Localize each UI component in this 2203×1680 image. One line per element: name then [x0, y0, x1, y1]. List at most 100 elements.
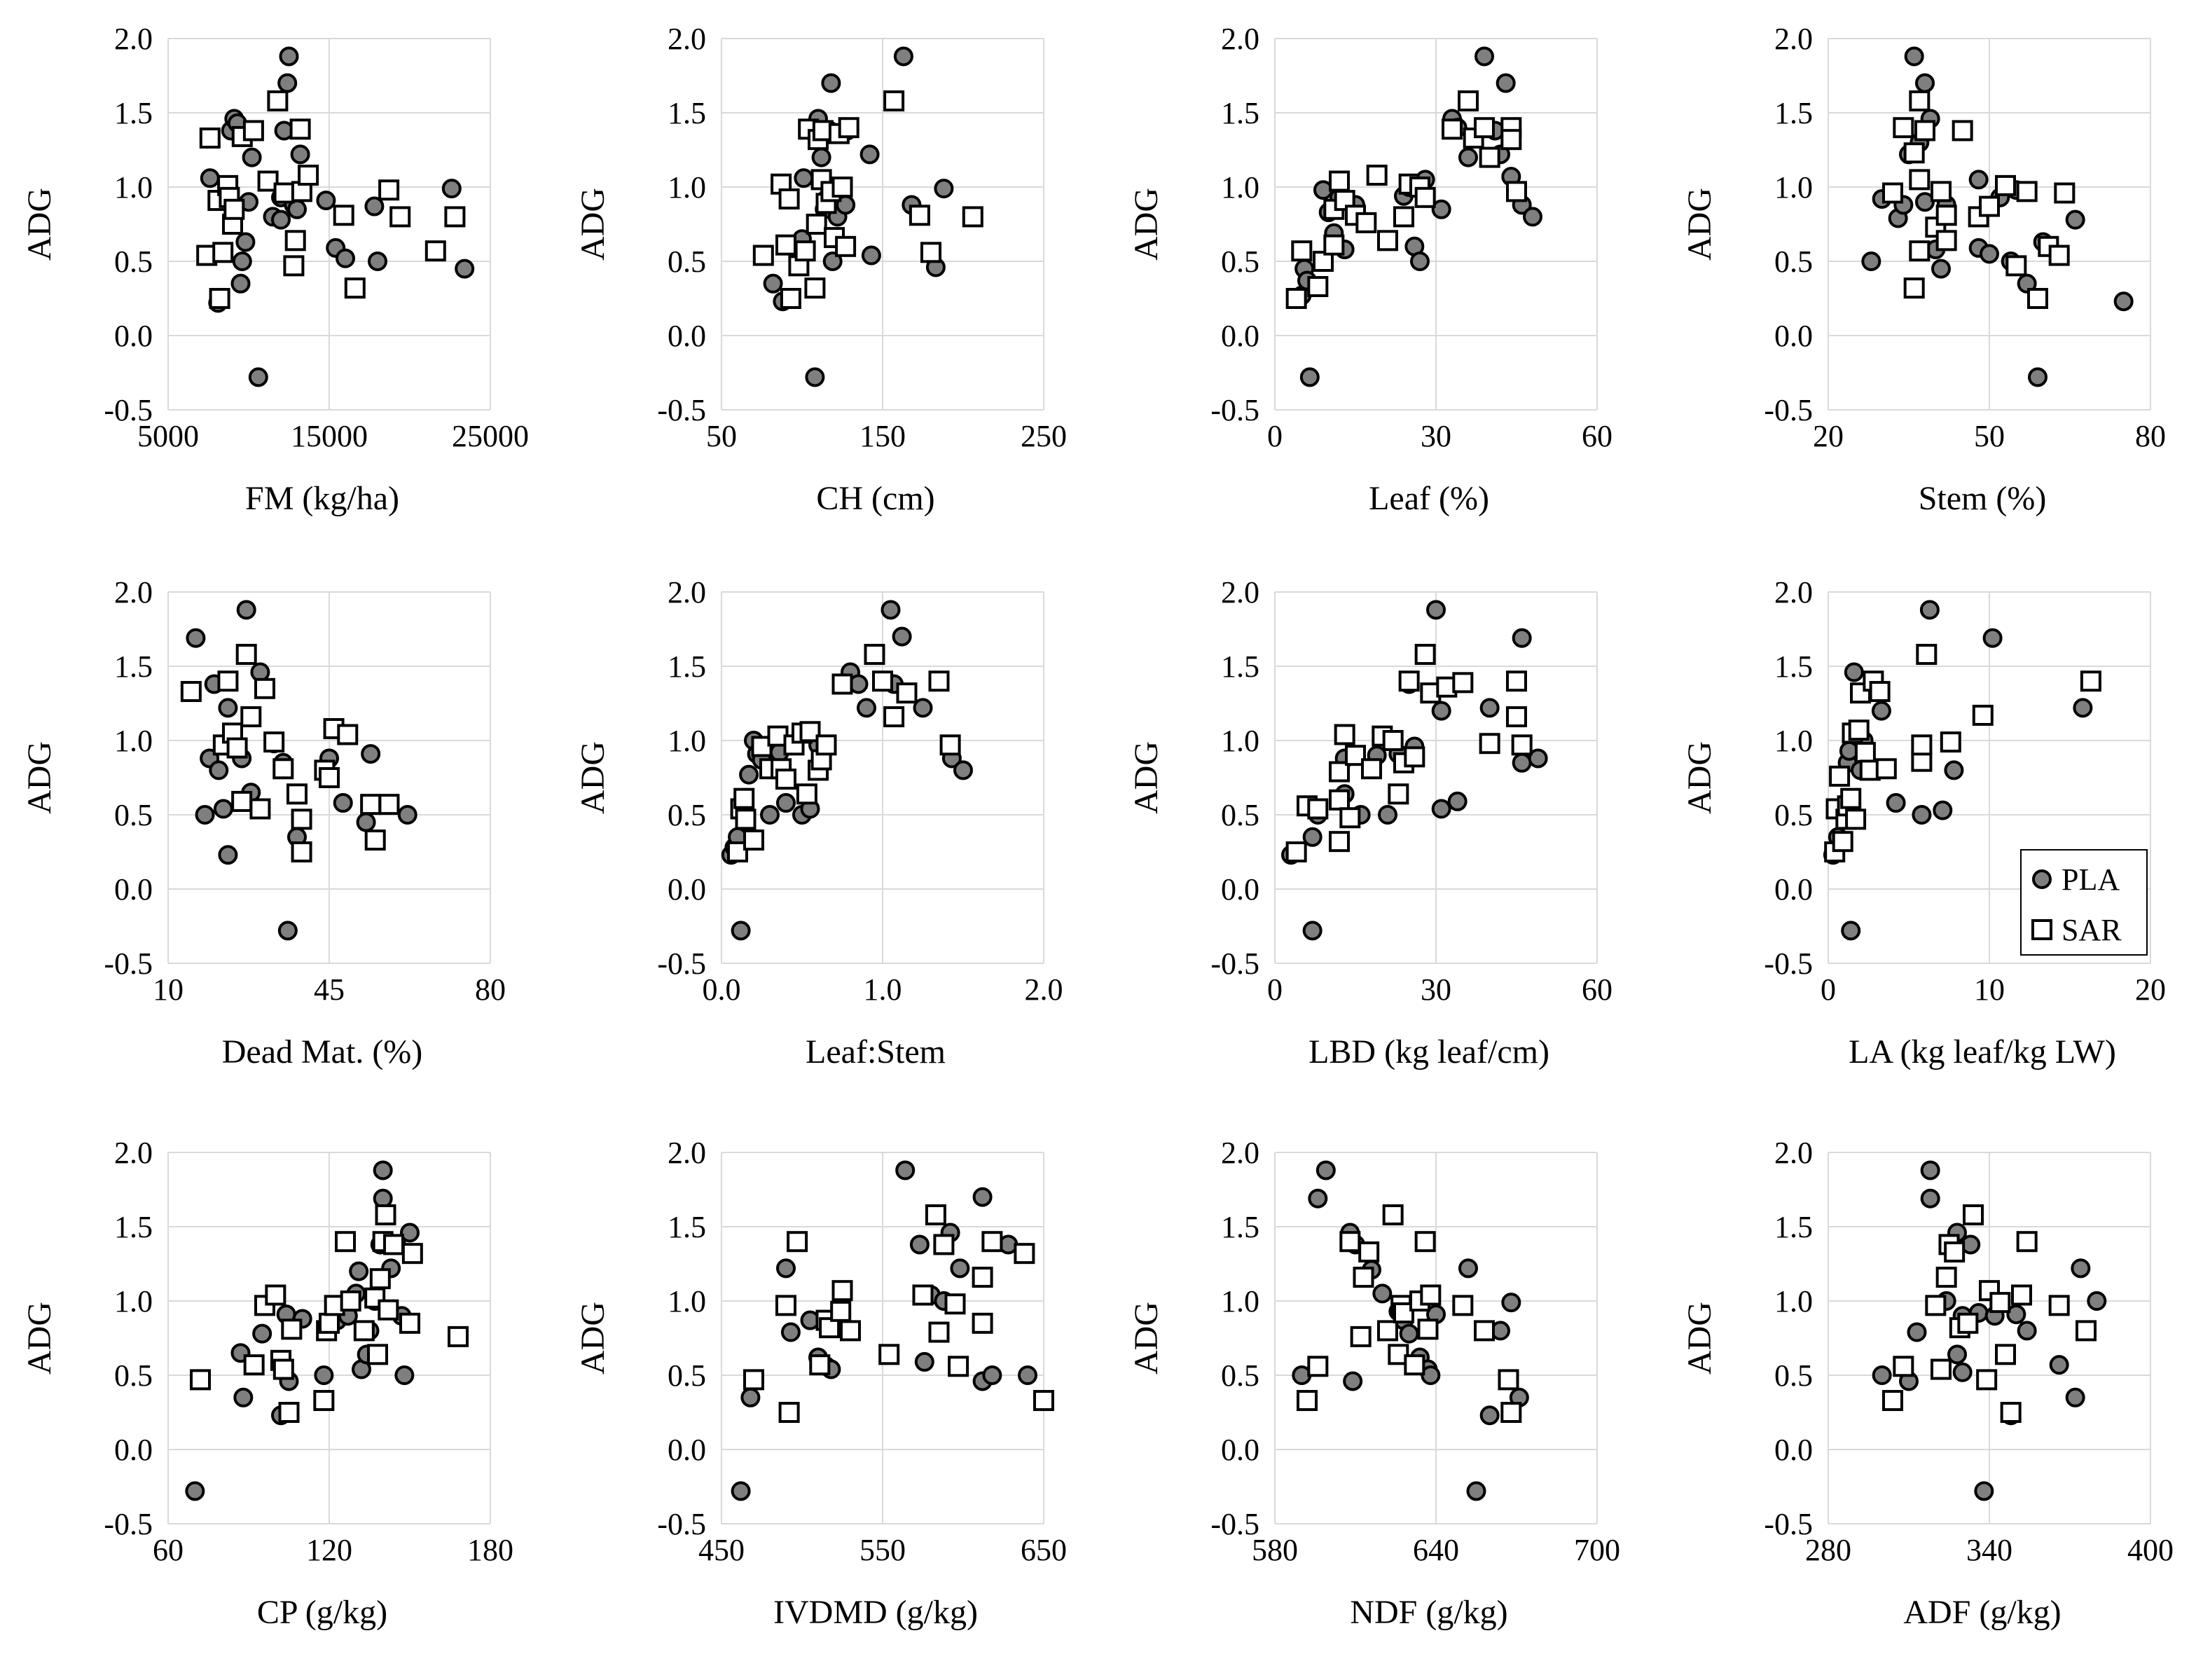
point-sar	[1957, 1312, 1979, 1334]
point-sar	[2080, 670, 2101, 692]
point-sar	[369, 1268, 391, 1290]
y-axis-title: ADG	[574, 1302, 612, 1375]
point-sar	[235, 644, 257, 666]
point-sar	[733, 787, 755, 809]
y-tick-label: 0.5	[114, 1358, 153, 1393]
x-tick-label: 700	[1574, 1533, 1620, 1567]
panel-9: -0.5 0.0 0.5 1.0 1.5 2.0 60 120 180 ADG CP (g/kg)	[21, 1136, 513, 1631]
point-sar	[1307, 1356, 1329, 1377]
point-sar	[878, 1344, 900, 1365]
point-sar	[1033, 1390, 1054, 1412]
point-pla	[950, 1258, 970, 1279]
point-sar	[242, 120, 264, 142]
point-pla	[1933, 800, 1953, 820]
point-sar	[1931, 1358, 1952, 1380]
point-sar	[830, 1300, 852, 1322]
point-sar	[2016, 1231, 2038, 1253]
legend-label: PLA	[2062, 862, 2120, 897]
y-tick-label: -0.5	[1210, 393, 1259, 427]
y-tick-label: 2.0	[668, 1136, 706, 1170]
y-axis-title: ADG	[21, 188, 58, 261]
point-sar	[743, 1369, 764, 1391]
x-axis-title: Stem (%)	[1919, 480, 2047, 517]
x-tick-label: 0	[1267, 419, 1283, 453]
point-sar	[780, 288, 801, 309]
panel-11: -0.5 0.0 0.5 1.0 1.5 2.0 580 640 700 ADG NDF (g/kg…	[1128, 1136, 1620, 1631]
point-sar	[778, 188, 800, 209]
point-sar	[375, 1204, 396, 1226]
point-sar	[1940, 731, 1961, 753]
point-sar	[835, 235, 857, 257]
point-sar	[1329, 170, 1350, 192]
point-sar	[796, 783, 817, 805]
y-tick-label: 0.5	[668, 798, 706, 832]
point-sar	[286, 783, 308, 805]
point-sar	[1882, 182, 1903, 204]
point-sar	[344, 277, 366, 299]
point-pla	[185, 1481, 205, 1501]
point-sar	[1500, 129, 1522, 151]
point-pla	[368, 252, 387, 271]
y-tick-label: 1.5	[1774, 96, 1813, 130]
x-tick-label: 550	[859, 1533, 906, 1567]
y-tick-label: 2.0	[1774, 22, 1813, 56]
point-pla	[209, 760, 229, 780]
point-sar	[1944, 1241, 1966, 1263]
y-tick-label: 0.5	[1221, 245, 1259, 279]
point-sar	[1848, 719, 1870, 741]
point-sar	[928, 1321, 950, 1343]
point-pla	[780, 1322, 801, 1342]
point-sar	[272, 1358, 294, 1380]
point-pla	[195, 805, 215, 825]
point-sar	[831, 1280, 853, 1302]
point-pla	[279, 46, 299, 67]
y-tick-label: 1.0	[1221, 724, 1259, 758]
point-pla	[271, 209, 291, 230]
point-pla	[1907, 1322, 1927, 1342]
y-axis-title: ADG	[1681, 741, 1718, 814]
point-sar	[2054, 182, 2076, 204]
point-sar	[1909, 240, 1931, 262]
point-sar	[1307, 276, 1329, 298]
point-sar	[948, 1356, 969, 1377]
point-sar	[1417, 1318, 1439, 1340]
point-sar	[1353, 1267, 1374, 1288]
point-pla	[972, 1187, 993, 1207]
point-pla	[880, 600, 901, 620]
panel-10: -0.5 0.0 0.5 1.0 1.5 2.0 450 550 650 ADG IVDMD (g/…	[574, 1136, 1067, 1631]
point-sar	[263, 731, 285, 753]
point-sar	[1285, 841, 1307, 862]
point-pla	[739, 764, 759, 785]
point-sar	[925, 1204, 946, 1226]
y-tick-label: 0.5	[114, 245, 153, 279]
point-sar	[333, 205, 354, 226]
x-tick-label: 580	[1252, 1533, 1298, 1567]
point-sar	[831, 177, 853, 198]
y-tick-label: 0.0	[1774, 872, 1813, 907]
point-pla	[2028, 367, 2047, 387]
point-sar	[240, 706, 262, 728]
point-pla	[2049, 1355, 2069, 1375]
x-tick-label: 450	[698, 1533, 745, 1567]
y-tick-label: 0.0	[1774, 1433, 1813, 1467]
point-pla	[233, 1387, 254, 1407]
point-sar	[1350, 1326, 1372, 1347]
y-tick-label: 2.0	[114, 22, 153, 56]
point-pla	[2017, 273, 2037, 294]
y-tick-label: 0.0	[1221, 319, 1259, 353]
point-sar	[1979, 195, 2000, 217]
point-sar	[1398, 670, 1420, 692]
point-sar	[775, 1295, 796, 1316]
point-pla	[1912, 805, 1932, 825]
point-sar	[367, 1344, 388, 1365]
point-sar	[1334, 724, 1355, 745]
x-tick-label: 50	[706, 419, 737, 453]
point-sar	[743, 829, 764, 851]
point-sar	[1506, 670, 1527, 692]
y-tick-label: 1.0	[1774, 1284, 1813, 1318]
point-sar	[1285, 288, 1307, 309]
y-tick-label: 0.5	[1774, 245, 1813, 279]
point-pla	[364, 196, 385, 216]
point-sar	[1458, 90, 1479, 112]
